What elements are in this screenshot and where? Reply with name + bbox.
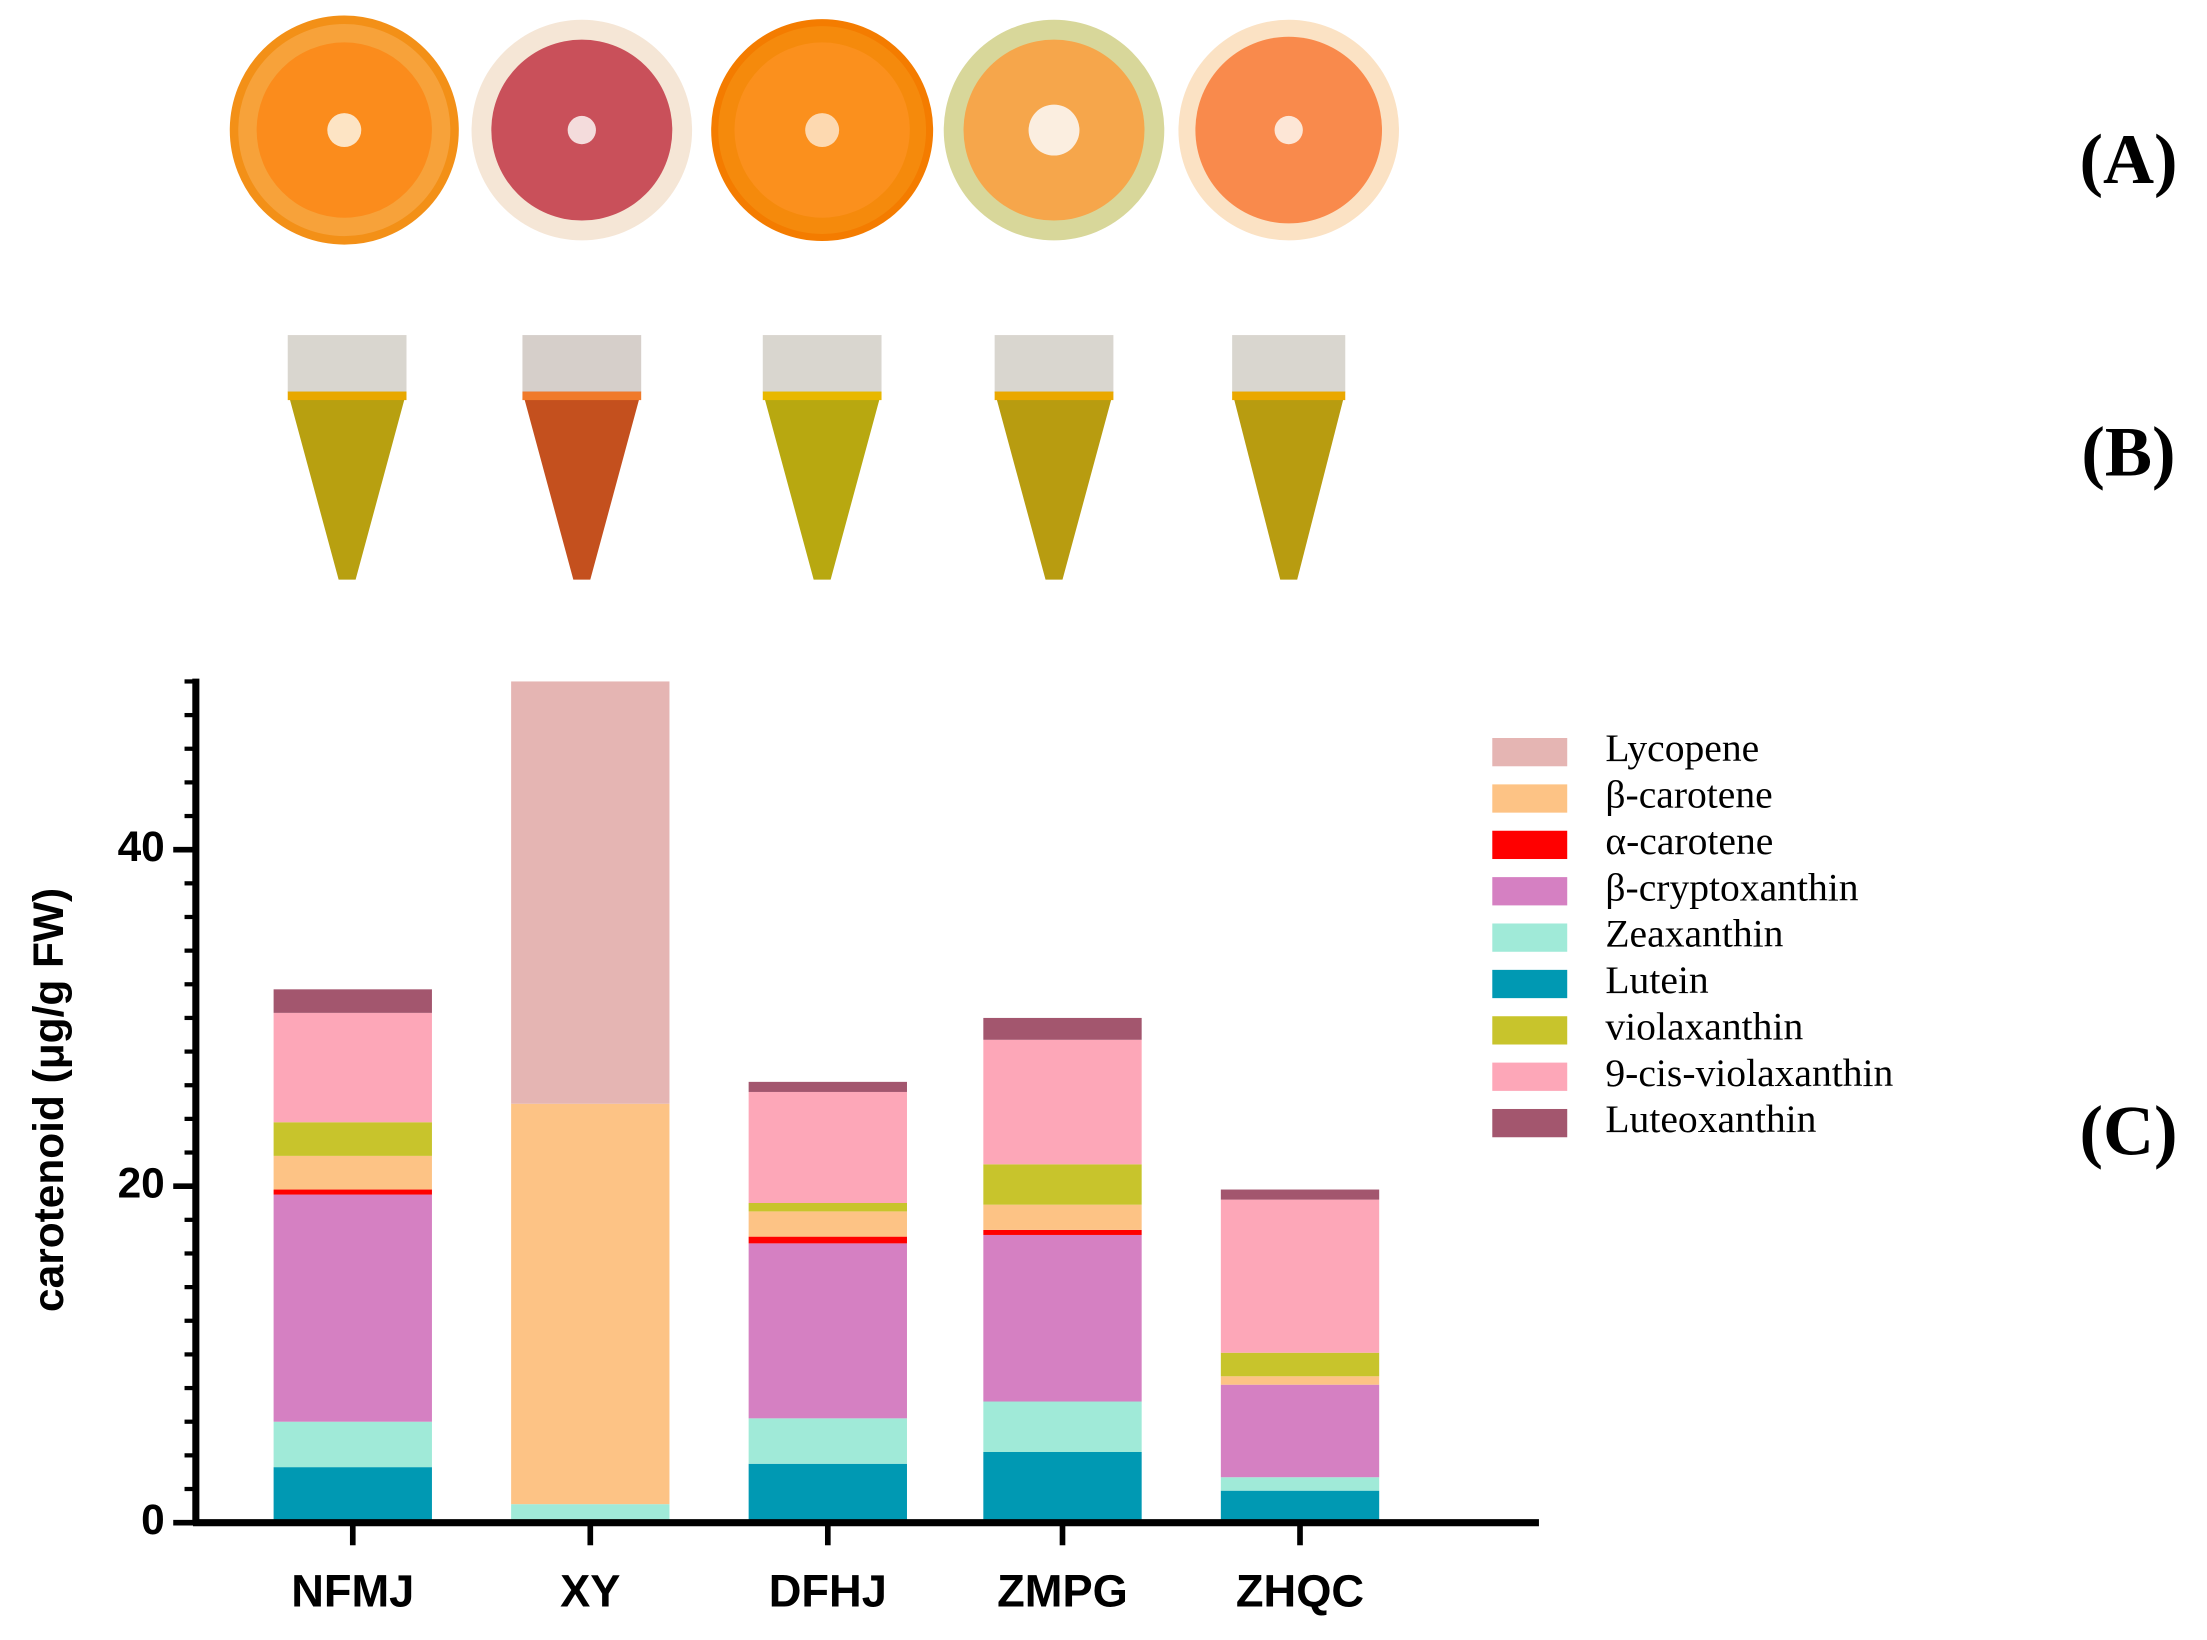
bar-segment xyxy=(1220,1189,1380,1200)
bar-segment xyxy=(748,1418,907,1464)
fruit-core xyxy=(327,113,362,148)
x-tick-label: ZHQC xyxy=(1236,1566,1364,1617)
legend-swatch xyxy=(1492,784,1568,813)
x-tick-label: DFHJ xyxy=(769,1566,887,1617)
bar-segment xyxy=(1220,1384,1380,1478)
legend-label: Luteoxanthin xyxy=(1605,1097,1816,1141)
legend-swatch xyxy=(1492,969,1568,999)
bar-segment xyxy=(511,1504,670,1523)
tube xyxy=(1232,335,1346,580)
panel-label: (C) xyxy=(2079,1092,2177,1170)
tube xyxy=(762,335,882,580)
legend-swatch xyxy=(1492,877,1568,906)
panel-label: (A) xyxy=(2079,121,2177,199)
legend-label: β-carotene xyxy=(1605,773,1772,817)
bar-segment xyxy=(273,1194,432,1422)
bar-segment xyxy=(983,1451,1142,1523)
bar-segment xyxy=(983,1204,1142,1230)
fruit-photos xyxy=(229,15,1399,245)
bar-segment xyxy=(983,1039,1142,1165)
bar-segment xyxy=(273,1467,432,1523)
legend-label: Lutein xyxy=(1605,958,1709,1002)
legend-swatch xyxy=(1492,1016,1568,1045)
bar-segment xyxy=(1220,1477,1380,1491)
bar-segment xyxy=(983,1401,1142,1452)
bar-segment xyxy=(748,1202,907,1212)
bar-segment xyxy=(983,1017,1142,1040)
bar-segment xyxy=(273,1155,432,1190)
legend-label: β-cryptoxanthin xyxy=(1605,865,1858,909)
bar-segment xyxy=(1220,1376,1380,1385)
bar-segment xyxy=(273,1189,432,1195)
bar-segment xyxy=(983,1229,1142,1235)
tube-photos xyxy=(287,335,1346,580)
legend-swatch xyxy=(1492,923,1568,952)
bar-segment xyxy=(273,1421,432,1468)
x-tick-label: ZMPG xyxy=(997,1566,1128,1617)
bar-segment xyxy=(983,1234,1142,1402)
x-tick-label: XY xyxy=(560,1566,620,1617)
bar-segment xyxy=(748,1236,907,1244)
fruit-core xyxy=(1274,115,1303,145)
fruit-core xyxy=(805,113,840,148)
y-axis-label: carotenoid (μg/g FW) xyxy=(25,888,72,1312)
legend-label: Zeaxanthin xyxy=(1605,912,1783,956)
bar-segment xyxy=(511,1103,670,1505)
legend-swatch xyxy=(1492,830,1568,860)
bar-segment xyxy=(511,681,670,1104)
bar-segment xyxy=(748,1211,907,1237)
bar-segment xyxy=(748,1091,907,1203)
bar-segment xyxy=(1220,1490,1380,1523)
legend-swatch xyxy=(1492,1108,1568,1138)
bar-segment xyxy=(273,989,432,1013)
bar-segment xyxy=(748,1081,907,1092)
legend-label: α-carotene xyxy=(1605,819,1773,863)
bar-segment xyxy=(1220,1352,1380,1377)
legend-label: Lycopene xyxy=(1605,726,1759,770)
bar-segment xyxy=(273,1012,432,1123)
fruit-core xyxy=(567,115,596,145)
y-tick-label: 20 xyxy=(118,1159,165,1206)
legend-label: 9-cis-violaxanthin xyxy=(1605,1051,1893,1095)
panel-label: (B) xyxy=(2081,414,2175,492)
legend-swatch xyxy=(1492,738,1568,767)
x-tick-label: NFMJ xyxy=(291,1566,414,1617)
bar-segment xyxy=(748,1463,907,1523)
legend-label: violaxanthin xyxy=(1605,1004,1803,1048)
bar-segment xyxy=(273,1122,432,1156)
y-tick-label: 40 xyxy=(118,823,165,870)
tube xyxy=(522,335,642,580)
bar-segment xyxy=(748,1243,907,1419)
tube xyxy=(994,335,1114,580)
fruit-core xyxy=(1028,104,1080,156)
legend-swatch xyxy=(1492,1062,1568,1091)
y-tick-label: 0 xyxy=(141,1496,165,1543)
bar-segment xyxy=(1220,1199,1380,1353)
bar-segment xyxy=(983,1164,1142,1205)
tube xyxy=(287,335,407,580)
